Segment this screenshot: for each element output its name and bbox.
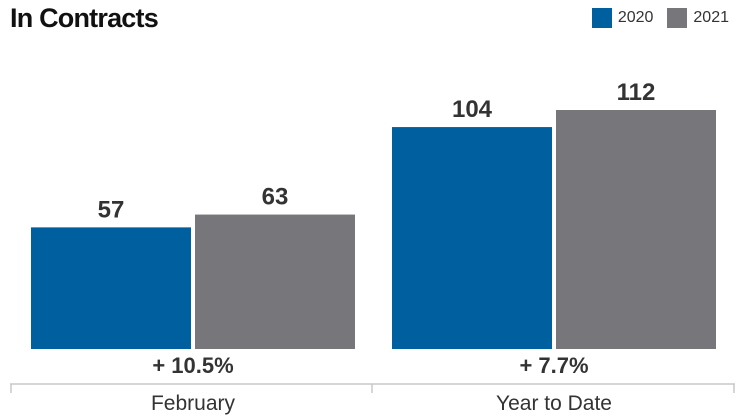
bar-2021-year-to-date [556,110,716,349]
legend-label-2021: 2021 [693,9,729,26]
legend-swatch-2021 [667,8,688,28]
data-label: 63 [262,184,289,211]
legend-item-2020: 2020 [591,8,654,28]
legend-label-2020: 2020 [617,9,654,26]
data-label: 104 [452,96,493,123]
legend-item-2021: 2021 [667,8,729,28]
data-label: 112 [617,79,656,106]
change-label: + 10.5% [152,353,233,378]
chart-title: In Contracts [10,3,159,33]
bar-2020-year-to-date [392,127,552,349]
data-label: 57 [98,196,125,223]
x-tick-label: Year to Date [496,392,612,415]
bar-2021-february [195,214,355,349]
legend-swatch-2020 [591,8,612,28]
change-label: + 7.7% [519,353,588,378]
legend: 2020 2021 [591,8,729,28]
x-tick-label: February [151,392,236,415]
bar-2020-february [31,227,191,349]
